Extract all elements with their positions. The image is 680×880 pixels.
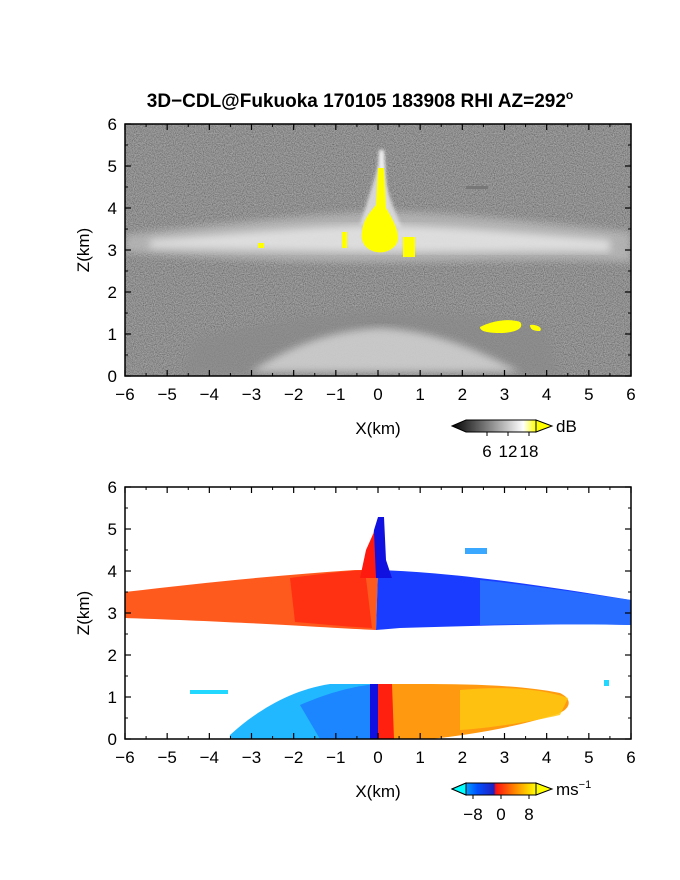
velocity-x-tick-label: 5: [584, 748, 593, 767]
velocity-x-axis: −6 −5 −4 −3 −2 −1 0 1 2 3 4 5 6 X(km): [115, 487, 636, 801]
reflectivity-y-tick-marks: [125, 123, 631, 377]
reflectivity-x-axis-label: X(km): [355, 419, 400, 438]
reflectivity-x-tick-label: 1: [415, 385, 424, 404]
reflectivity-x-tick-label: −4: [200, 385, 219, 404]
velocity-colorbar-ticks: −8 0 8: [463, 795, 534, 824]
reflectivity-x-tick-label: 0: [373, 385, 382, 404]
velocity-x-axis-label: X(km): [355, 782, 400, 801]
velocity-y-tick-label: 4: [108, 562, 117, 581]
velocity-y-tick-label: 0: [108, 730, 117, 749]
reflectivity-x-axis: −6 −5 −4 −3 −2 −1 0 1 2 3 4 5 6 X(km): [115, 124, 636, 438]
reflectivity-y-tick-label: 0: [108, 367, 117, 386]
velocity-x-tick-marks: [124, 487, 632, 739]
reflectivity-x-tick-label: 4: [542, 385, 551, 404]
reflectivity-y-tick-label: 2: [108, 283, 117, 302]
velocity-x-tick-label: −4: [200, 748, 219, 767]
velocity-y-tick-label: 6: [108, 478, 117, 497]
reflectivity-x-tick-label: −2: [284, 385, 303, 404]
reflectivity-x-tick-labels: −6 −5 −4 −3 −2 −1 0 1 2 3 4 5 6: [115, 385, 635, 404]
reflectivity-x-tick-label: −1: [326, 385, 345, 404]
velocity-y-axis: 0 1 2 3 4 5 6 Z(km): [74, 478, 631, 749]
velocity-x-tick-label: 6: [626, 748, 635, 767]
reflectivity-x-tick-label: −3: [242, 385, 261, 404]
velocity-colorbar: ms−1 −8 0 8: [450, 779, 591, 824]
velocity-heatmap: [125, 487, 631, 739]
velocity-x-tick-label: 1: [415, 748, 424, 767]
velocity-x-tick-label: 2: [458, 748, 467, 767]
velocity-y-axis-label: Z(km): [74, 591, 93, 635]
reflectivity-x-tick-label: 3: [500, 385, 509, 404]
velocity-colorbar-unit: ms−1: [556, 779, 591, 799]
velocity-y-tick-marks: [125, 486, 631, 740]
reflectivity-colorbar-tick-label: 12: [499, 442, 518, 461]
reflectivity-y-axis-label: Z(km): [74, 228, 93, 272]
reflectivity-x-tick-label: 5: [584, 385, 593, 404]
velocity-colorbar-tick-label: 8: [524, 805, 533, 824]
reflectivity-y-tick-label: 3: [108, 241, 117, 260]
reflectivity-x-tick-label: 6: [626, 385, 635, 404]
velocity-x-tick-label: 3: [500, 748, 509, 767]
reflectivity-colorbar-tick-label: 6: [482, 442, 491, 461]
velocity-x-tick-label: 0: [373, 748, 382, 767]
reflectivity-colorbar-ticks: 6 12 18: [482, 432, 538, 461]
reflectivity-y-axis: 0 1 2 3 4 5 6 Z(km): [74, 115, 631, 386]
reflectivity-y-tick-label: 6: [108, 115, 117, 134]
velocity-colorbar-tick-label: 0: [496, 805, 505, 824]
velocity-x-tick-label: 4: [542, 748, 551, 767]
velocity-x-tick-label: −3: [242, 748, 261, 767]
reflectivity-colorbar-unit: dB: [556, 417, 577, 436]
figure-title: 3D−CDL@Fukuoka 170105 183908 RHI AZ=292o: [147, 88, 574, 112]
velocity-y-tick-label: 2: [108, 646, 117, 665]
velocity-x-tick-label: −6: [115, 748, 134, 767]
reflectivity-heatmap: [125, 124, 631, 376]
reflectivity-y-tick-label: 4: [108, 199, 117, 218]
velocity-y-tick-label: 3: [108, 604, 117, 623]
velocity-y-tick-labels: 0 1 2 3 4 5 6: [108, 478, 117, 749]
reflectivity-y-tick-labels: 0 1 2 3 4 5 6: [108, 115, 117, 386]
velocity-y-tick-label: 1: [108, 688, 117, 707]
velocity-x-tick-labels: −6 −5 −4 −3 −2 −1 0 1 2 3 4 5 6: [115, 748, 635, 767]
reflectivity-x-tick-label: −5: [157, 385, 176, 404]
reflectivity-y-tick-label: 1: [108, 325, 117, 344]
velocity-y-tick-label: 5: [108, 520, 117, 539]
reflectivity-x-tick-marks: [124, 124, 632, 376]
reflectivity-colorbar: dB 6 12 18: [450, 417, 577, 461]
velocity-colorbar-tick-label: −8: [463, 805, 482, 824]
reflectivity-y-tick-label: 5: [108, 157, 117, 176]
reflectivity-x-tick-label: −6: [115, 385, 134, 404]
reflectivity-x-tick-label: 2: [458, 385, 467, 404]
velocity-x-tick-label: −2: [284, 748, 303, 767]
reflectivity-colorbar-tick-label: 18: [520, 442, 539, 461]
velocity-x-tick-label: −1: [326, 748, 345, 767]
velocity-x-tick-label: −5: [157, 748, 176, 767]
